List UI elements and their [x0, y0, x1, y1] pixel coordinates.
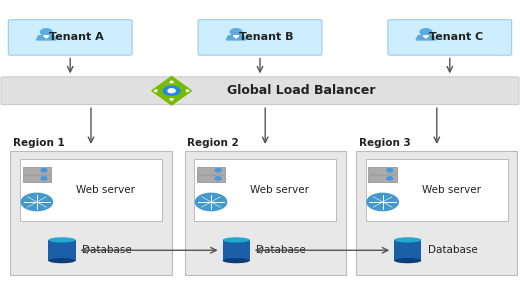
FancyBboxPatch shape: [194, 159, 336, 221]
FancyBboxPatch shape: [10, 151, 172, 275]
Circle shape: [387, 177, 393, 180]
FancyBboxPatch shape: [185, 151, 346, 275]
FancyBboxPatch shape: [197, 166, 225, 174]
FancyBboxPatch shape: [368, 166, 397, 174]
Polygon shape: [44, 36, 49, 38]
Circle shape: [420, 29, 432, 35]
FancyBboxPatch shape: [368, 175, 397, 182]
Text: Region 3: Region 3: [359, 138, 411, 148]
Circle shape: [41, 169, 47, 172]
Polygon shape: [152, 77, 191, 105]
FancyBboxPatch shape: [223, 240, 250, 261]
Circle shape: [168, 89, 175, 93]
Ellipse shape: [394, 258, 421, 263]
Polygon shape: [154, 90, 157, 92]
Circle shape: [230, 29, 242, 35]
FancyBboxPatch shape: [20, 159, 162, 221]
Text: Web server: Web server: [76, 185, 135, 195]
Text: Database: Database: [427, 245, 477, 255]
Circle shape: [163, 86, 180, 95]
Circle shape: [196, 193, 227, 211]
Text: Global Load Balancer: Global Load Balancer: [227, 84, 376, 97]
FancyBboxPatch shape: [366, 159, 508, 221]
FancyBboxPatch shape: [1, 77, 519, 105]
Circle shape: [41, 177, 47, 180]
Ellipse shape: [48, 237, 75, 242]
FancyBboxPatch shape: [48, 240, 75, 261]
Polygon shape: [170, 99, 174, 101]
Circle shape: [215, 177, 221, 180]
FancyBboxPatch shape: [388, 20, 512, 55]
Polygon shape: [170, 81, 174, 83]
Circle shape: [387, 169, 393, 172]
Circle shape: [367, 193, 398, 211]
Circle shape: [41, 29, 52, 35]
Text: Tenant A: Tenant A: [49, 33, 103, 42]
FancyBboxPatch shape: [8, 20, 132, 55]
Polygon shape: [187, 90, 189, 92]
Text: Web server: Web server: [250, 185, 309, 195]
Polygon shape: [233, 36, 239, 38]
Text: Tenant C: Tenant C: [428, 33, 483, 42]
Ellipse shape: [223, 258, 250, 263]
Circle shape: [215, 169, 221, 172]
Ellipse shape: [48, 258, 75, 263]
Ellipse shape: [394, 237, 421, 242]
FancyBboxPatch shape: [198, 20, 322, 55]
Polygon shape: [226, 36, 246, 40]
FancyBboxPatch shape: [394, 240, 421, 261]
Text: Region 1: Region 1: [13, 138, 65, 148]
Text: Tenant B: Tenant B: [239, 33, 293, 42]
FancyBboxPatch shape: [356, 151, 517, 275]
FancyBboxPatch shape: [22, 175, 51, 182]
Text: Web server: Web server: [422, 185, 480, 195]
FancyBboxPatch shape: [197, 175, 225, 182]
Polygon shape: [416, 36, 436, 40]
Polygon shape: [36, 36, 56, 40]
Ellipse shape: [223, 237, 250, 242]
Text: Database: Database: [256, 245, 306, 255]
Polygon shape: [423, 36, 428, 38]
FancyBboxPatch shape: [22, 166, 51, 174]
Text: Region 2: Region 2: [187, 138, 239, 148]
Text: Database: Database: [82, 245, 132, 255]
Circle shape: [21, 193, 53, 211]
